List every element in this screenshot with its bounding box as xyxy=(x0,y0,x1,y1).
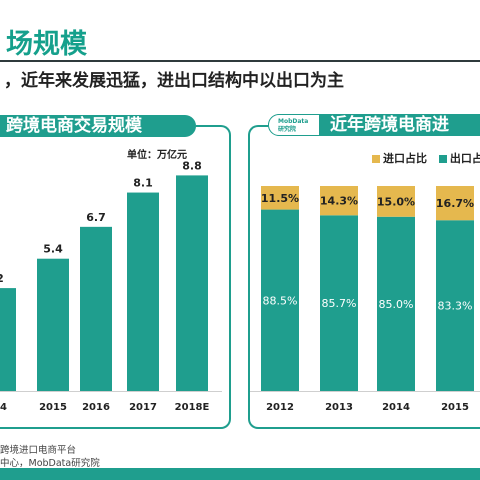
export-value-label: 85.0% xyxy=(379,298,414,311)
bar-value-label: 6.7 xyxy=(86,211,106,224)
legend-item-export: 出口占 xyxy=(438,150,480,166)
x-tick-label: 2016 xyxy=(82,402,110,413)
import-bar-2012 xyxy=(261,186,299,210)
import-value-label: 14.3% xyxy=(320,195,358,208)
right-chart-panel xyxy=(248,137,480,429)
bar-value-label: 8.8 xyxy=(182,159,202,172)
title-divider xyxy=(0,60,480,62)
legend-swatch-export xyxy=(438,155,447,163)
import-value-label: 16.7% xyxy=(436,197,474,210)
footer-band xyxy=(0,468,480,480)
mobdata-logo: MobData 研究院 xyxy=(268,114,320,136)
x-tick-label: 2012 xyxy=(266,402,294,413)
left-chart-banner: 跨境电商交易规模 xyxy=(0,115,196,137)
left-chart-title: 跨境电商交易规模 xyxy=(6,116,142,136)
export-bar-2015 xyxy=(436,220,474,391)
x-tick-label: 2018E xyxy=(175,402,210,413)
import-value-label: 11.5% xyxy=(261,192,299,205)
bar-2016 xyxy=(80,226,112,391)
page-title: 场规模 xyxy=(6,29,87,60)
bar-2015 xyxy=(37,258,69,391)
right-chart-title: 近年跨境电商进 xyxy=(330,115,449,135)
logo-text-line1: MobData xyxy=(278,118,309,125)
x-tick-label: 14 xyxy=(0,402,7,413)
legend-swatch-import xyxy=(372,155,380,163)
unit-label: 单位：万亿元 xyxy=(127,150,187,161)
export-bar-2014 xyxy=(377,216,415,391)
right-chart-banner: MobData 研究院 近年跨境电商进 xyxy=(268,114,480,136)
export-bar-2012 xyxy=(261,209,299,391)
x-tick-label: 2013 xyxy=(325,402,353,413)
bar-value-label: 8.1 xyxy=(133,177,153,190)
import-value-label: 15.0% xyxy=(377,195,415,208)
page-subtitle: ，近年来发展迅猛，进出口结构中以出口为主 xyxy=(4,71,344,91)
x-tick-label: 2015 xyxy=(441,402,469,413)
chart-legend: 进口占比 出口占 xyxy=(372,150,480,166)
bar-value-label: 5.4 xyxy=(43,243,63,256)
export-value-label: 83.3% xyxy=(438,300,473,313)
legend-label-export: 出口占 xyxy=(449,152,480,165)
bar-2017 xyxy=(127,192,159,391)
bar-2018E xyxy=(176,175,208,391)
bar-2014 xyxy=(0,288,16,391)
export-bar-2013 xyxy=(320,215,358,391)
import-bar-2014 xyxy=(377,186,415,217)
source-note-line2: 中心，MobData研究院 xyxy=(0,458,100,469)
export-value-label: 88.5% xyxy=(263,294,298,307)
left-panel-corner xyxy=(196,125,231,137)
left-chart-panel xyxy=(0,137,231,429)
x-tick-label: 2017 xyxy=(129,402,157,413)
bar-value-label: 2 xyxy=(0,272,4,285)
import-bar-2013 xyxy=(320,186,358,216)
export-value-label: 85.7% xyxy=(322,297,357,310)
right-panel-corner xyxy=(248,125,268,137)
legend-label-import: 进口占比 xyxy=(383,152,427,165)
logo-text-line2: 研究院 xyxy=(278,126,297,133)
x-tick-label: 2014 xyxy=(382,402,410,413)
source-note-line1: 跨境进口电商平台 xyxy=(0,445,77,456)
x-tick-label: 2015 xyxy=(39,402,67,413)
legend-item-import: 进口占比 xyxy=(372,150,427,166)
import-bar-2015 xyxy=(436,186,474,221)
